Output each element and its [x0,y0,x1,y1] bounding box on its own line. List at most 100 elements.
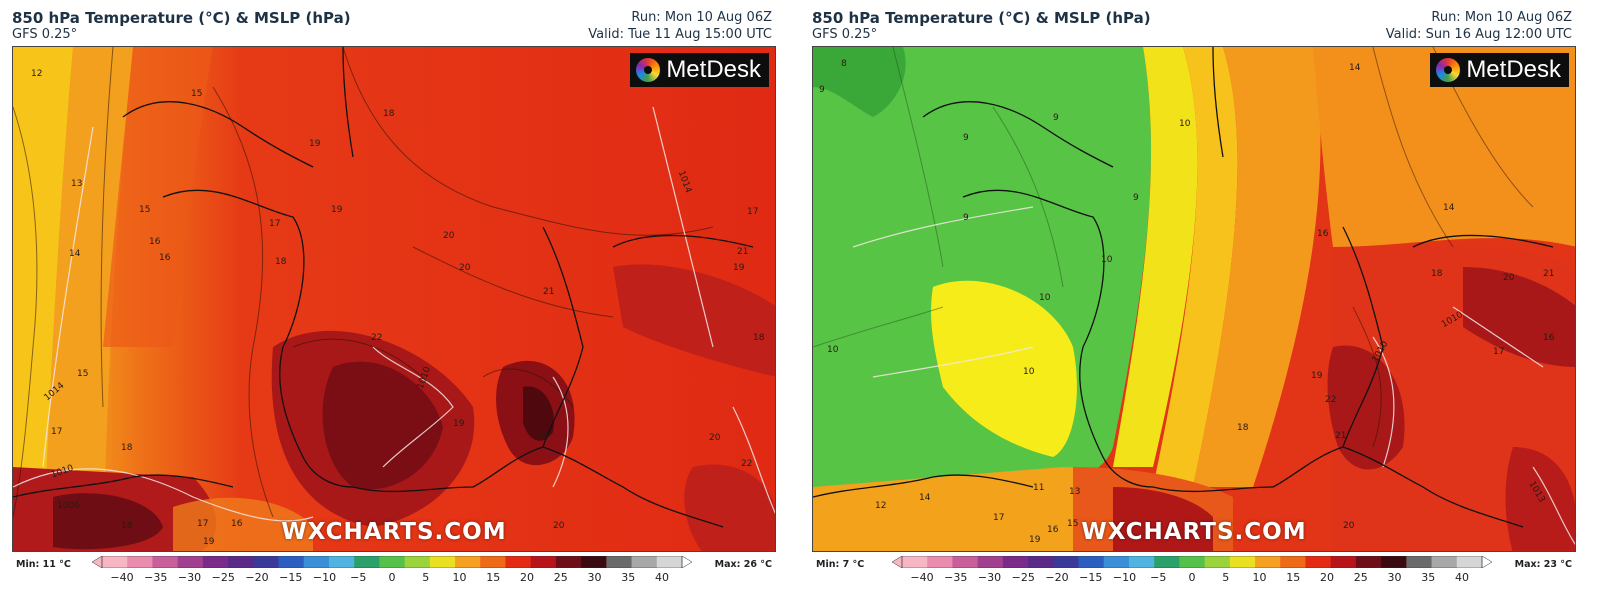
contour-label: 17 [993,513,1005,523]
legend-color-swatch [1204,556,1231,568]
legend-tick-label: 15 [486,571,501,584]
contour-label: 17 [269,219,281,229]
contour-label: 22 [1325,395,1337,405]
legend-tick-label: −35 [944,571,968,584]
legend-max: Max: 26 °C [714,559,772,570]
legend-color-swatch [1179,556,1206,568]
legend-arrow-right [681,556,692,568]
contour-label: 10 [1023,367,1035,377]
map-graphic [813,47,1575,551]
legend-color-swatch [127,556,154,568]
contour-label: 18 [383,109,395,119]
contour-label: 9 [963,133,969,143]
contour-label: 18 [121,443,133,453]
contour-label: 20 [709,433,721,443]
legend-tick-label: 5 [1222,571,1230,584]
legend-tick-label: 10 [1252,571,1267,584]
legend-color-swatch [455,556,481,568]
contour-label: 16 [159,253,171,263]
legend-color-swatch [404,556,431,568]
legend-color-swatch [977,556,1004,568]
legend-tick-label: −15 [1079,571,1103,584]
temperature-map[interactable]: MetDesk 8 9 9 9 9 10 10 10 10 10 9 11 13… [812,46,1576,552]
legend-tick-label: −25 [211,571,235,584]
contour-label: 19 [203,537,215,547]
legend-color-swatch [631,556,658,568]
legend-colorbar [892,556,1492,568]
contour-label: 10 [827,345,839,355]
contour-label: 15 [191,89,203,99]
legend-color-swatch [1406,556,1433,568]
legend-tick-label: 40 [1455,571,1469,584]
legend-min: Min: 7 °C [816,559,865,570]
contour-label: 21 [1543,269,1555,279]
legend-tick-label: −40 [910,571,934,584]
legend-tick-label: 20 [520,571,534,584]
legend-color-swatch [530,556,557,568]
contour-label: 21 [737,247,749,257]
contour-label: 18 [121,521,133,531]
contour-label: 16 [1317,229,1329,239]
metdesk-logo-icon [636,58,661,82]
legend-tick-label: −10 [1112,571,1137,584]
contour-label: 15 [1067,519,1079,529]
contour-label: 19 [1311,371,1323,381]
contour-label: 22 [371,333,383,343]
legend-tick-label: −40 [110,571,134,584]
wxcharts-watermark: WXCHARTS.COM [281,519,507,545]
contour-label: 23 [537,431,549,441]
contour-label: 16 [149,237,161,247]
legend-max: Max: 23 °C [1514,559,1572,570]
metdesk-logo-icon [1436,58,1461,82]
legend-arrow-left [892,556,903,568]
valid-time: Valid: Tue 11 Aug 15:00 UTC [588,27,772,42]
legend-tick-label: −35 [144,571,168,584]
legend-color-swatch [253,556,280,568]
contour-label: 1006 [57,501,80,511]
temperature-map[interactable]: MetDesk 12 15 18 19 13 15 16 17 19 20 14… [12,46,776,552]
contour-label: 16 [1047,525,1059,535]
legend-color-swatch [1431,556,1458,568]
legend-color-swatch [555,556,582,568]
legend-ticks: −40 −35 −30 −25 −20 −15 −10 −5 0 5 10 15 20 25 30 35 40 [92,571,692,585]
metdesk-logo: MetDesk [630,53,769,87]
legend-color-swatch [1128,556,1155,568]
contour-label: 12 [875,501,887,511]
legend-color-swatch [1381,556,1407,568]
contour-label: 17 [197,519,209,529]
legend-color-swatch [1456,556,1483,568]
legend-tick-label: −25 [1011,571,1035,584]
contour-label: 19 [331,205,343,215]
contour-label: 16 [1543,333,1555,343]
legend-tick-label: 35 [1421,571,1436,584]
legend-color-swatch [303,556,330,568]
legend-tick-label: 30 [1387,571,1402,584]
legend-color-swatch [1053,556,1080,568]
contour-label: 10 [1179,119,1191,129]
contour-label: 17 [51,427,63,437]
model-name: GFS 0.25° [812,27,878,42]
legend-color-swatch [228,556,254,568]
contour-label: 19 [309,139,321,149]
contour-label: 15 [77,369,89,379]
contour-label: 18 [1237,423,1249,433]
legend-color-swatch [328,556,355,568]
contour-label: 20 [1503,273,1515,283]
legend-tick-label: 30 [587,571,602,584]
contour-label: 19 [1029,535,1041,545]
legend-tick-label: −5 [1150,571,1167,584]
legend-color-swatch [1154,556,1180,568]
contour-label: 9 [819,85,825,95]
legend-color-swatch [1229,556,1256,568]
legend-tick-label: 35 [621,571,636,584]
legend-color-swatch [505,556,532,568]
legend-min: Min: 11 °C [16,559,71,570]
contour-label: 20 [443,231,455,241]
legend-tick-label: 0 [388,571,396,584]
legend-tick-label: 0 [1188,571,1196,584]
contour-label: 21 [543,287,555,297]
metdesk-logo-text: MetDesk [666,56,761,83]
legend-color-swatch [354,556,380,568]
contour-label: 15 [139,205,151,215]
chart-panel-right: 850 hPa Temperature (°C) & MSLP (hPa) GF… [800,0,1584,613]
